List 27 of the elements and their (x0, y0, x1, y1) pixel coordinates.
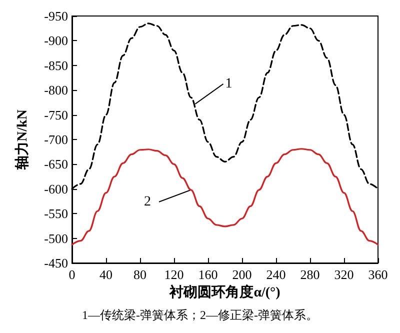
y-tick-label: -850 (44, 58, 68, 73)
y-tick-label: -700 (44, 132, 68, 147)
annotation: 2 (144, 194, 151, 210)
x-tick-label: 240 (266, 267, 286, 282)
annotation: 1 (225, 76, 232, 92)
y-tick-label: -650 (44, 156, 68, 172)
y-tick-label: -800 (44, 82, 68, 98)
x-tick-label: 320 (334, 267, 354, 282)
line-series (71, 148, 379, 246)
y-tick-label: -900 (44, 33, 68, 48)
y-tick-label: -750 (44, 107, 68, 122)
x-tick-label: 280 (300, 267, 320, 282)
y-tick-label: -600 (44, 181, 68, 196)
x-tick-label: 200 (232, 267, 252, 282)
x-axis-title: 衬砌圆环角度α/(°) (168, 283, 281, 300)
x-tick-label: 120 (164, 267, 184, 282)
y-tick-label: -500 (44, 230, 68, 246)
y-axis-title: 轴力N/kN (14, 110, 30, 170)
x-tick-label: 40 (100, 267, 112, 282)
y-tick-label: -450 (44, 256, 68, 270)
x-tick-label: 0 (68, 267, 76, 282)
x-tick-label: 160 (198, 267, 218, 282)
text: 1—传统梁-弹簧体系；2—修正梁-弹簧体系。 (82, 308, 318, 322)
x-tick-label: 360 (368, 267, 388, 282)
y-tick-label: -950 (44, 8, 68, 24)
y-tick-label: -550 (44, 206, 68, 222)
x-tick-label: 80 (134, 267, 146, 282)
